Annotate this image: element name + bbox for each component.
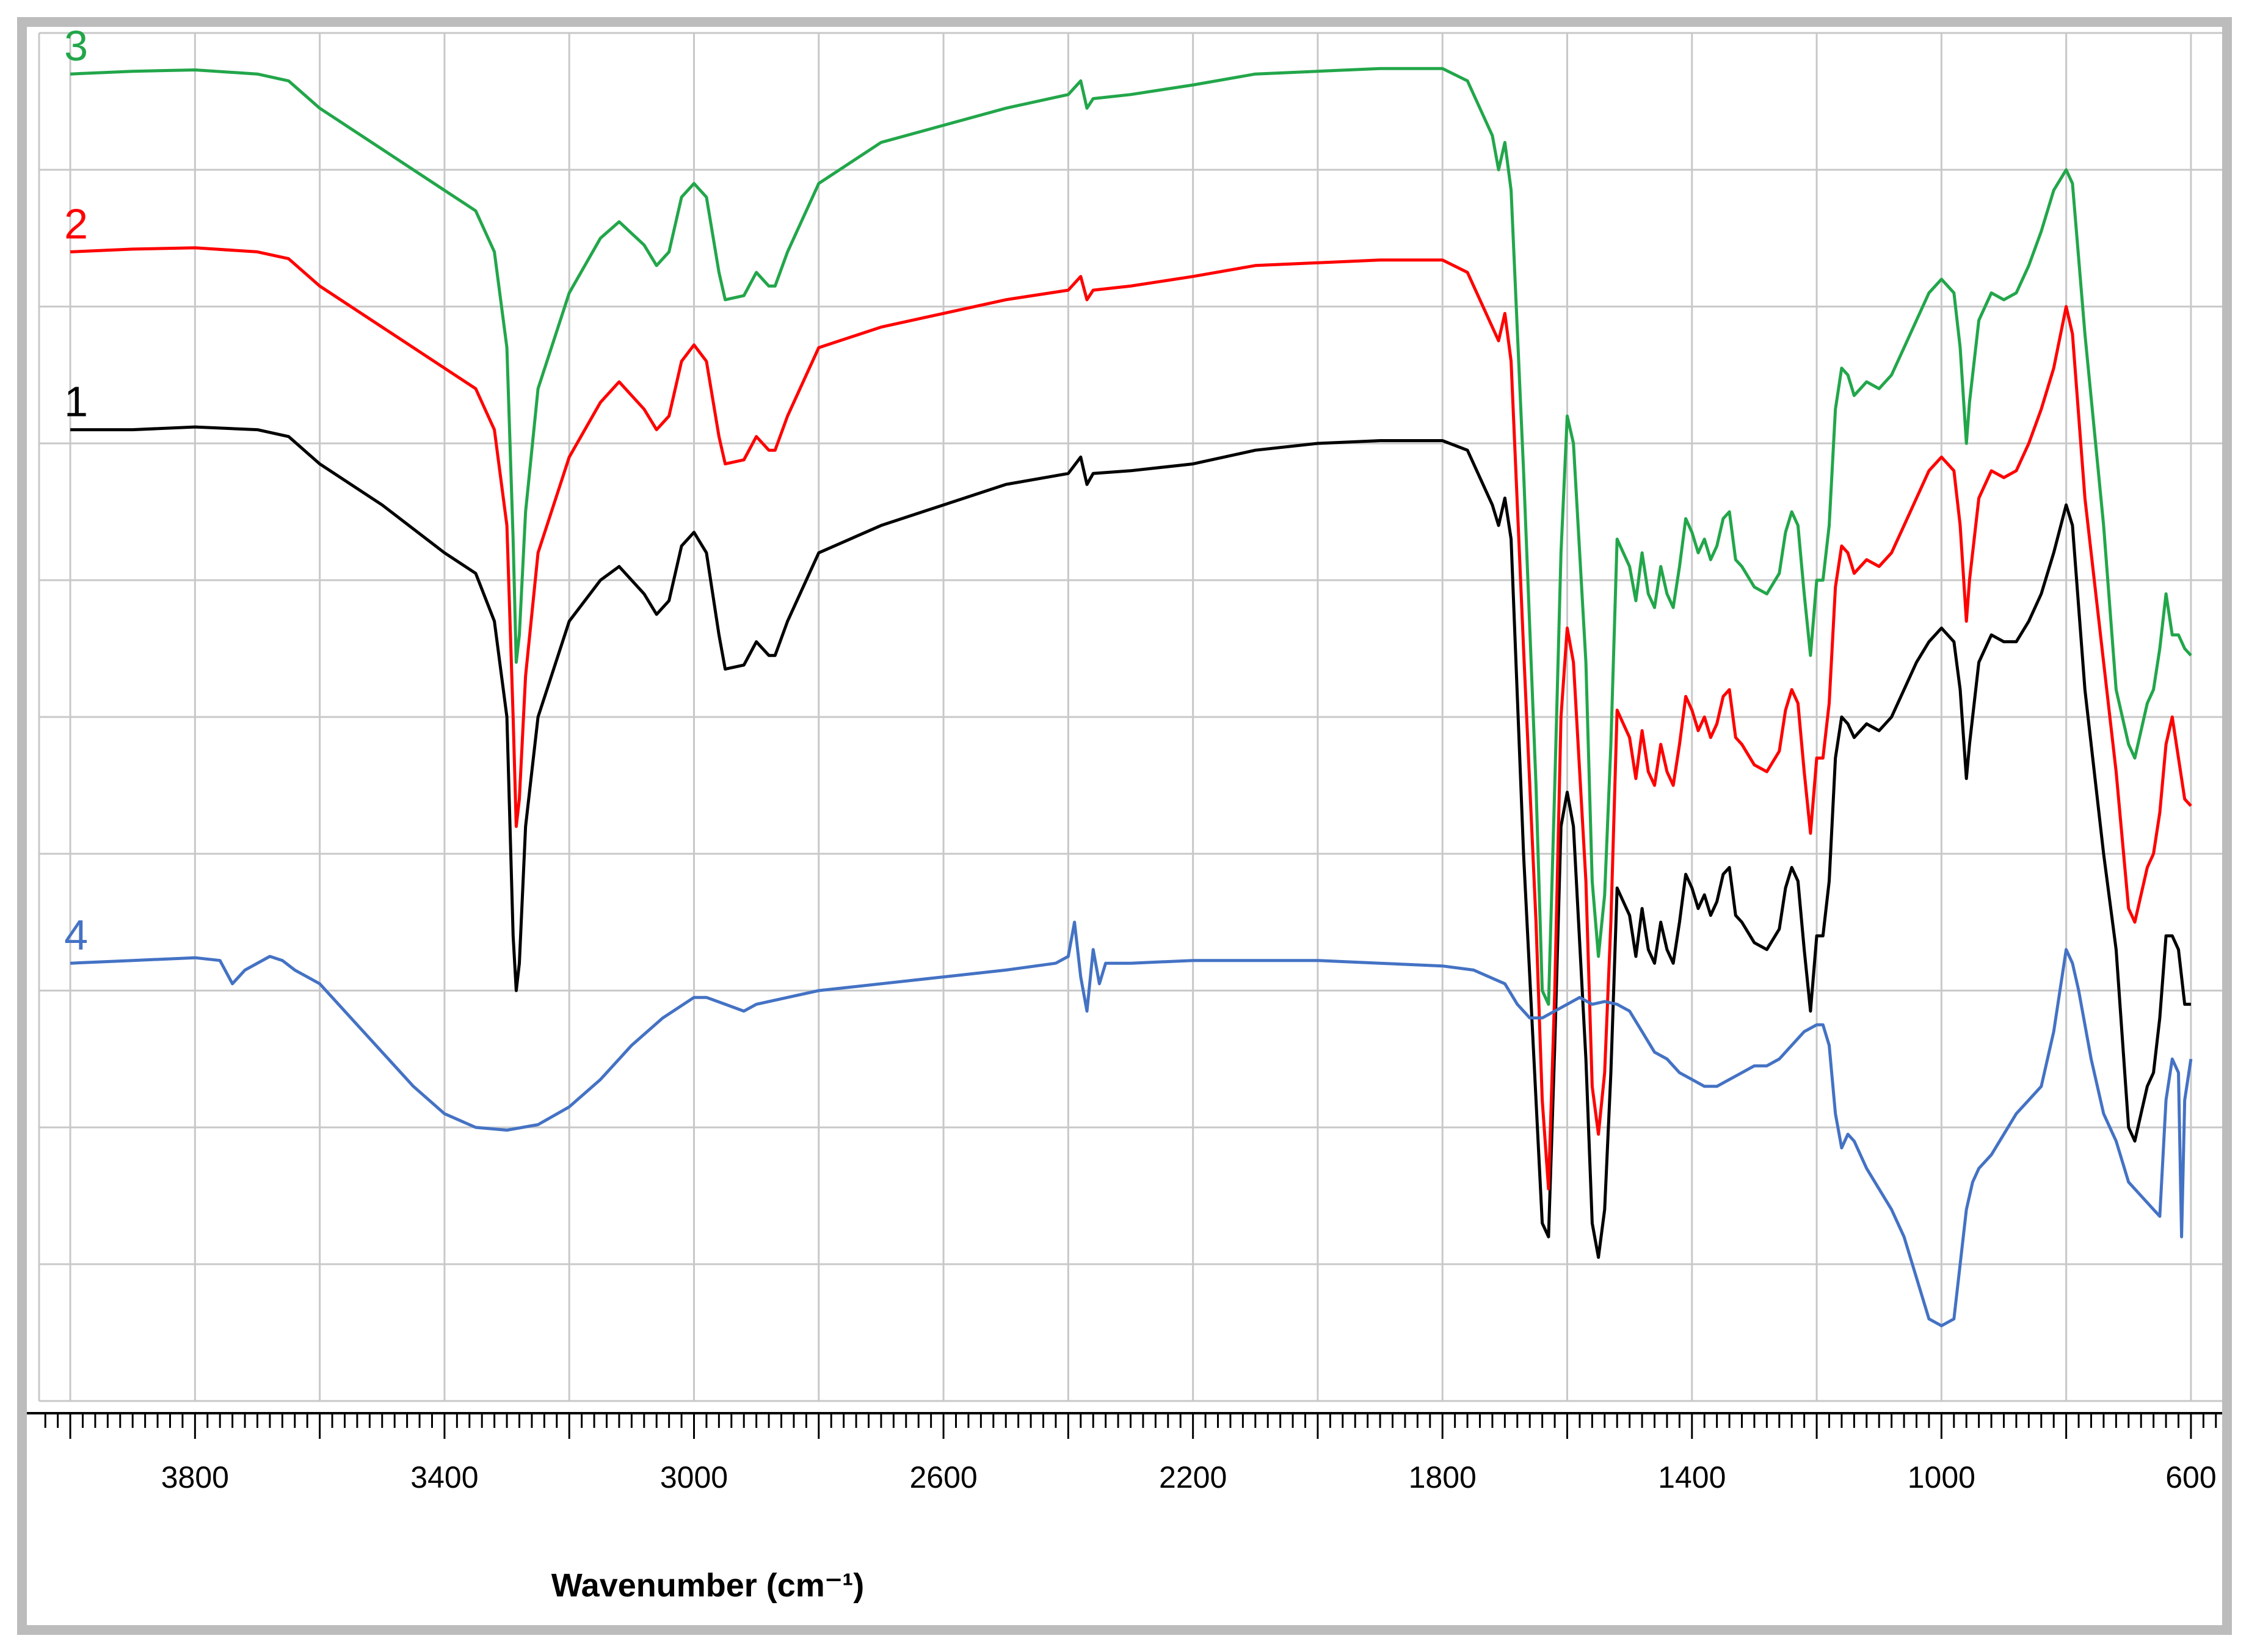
x-tick-labels: 3800 3400 3000 2600 2200 1800 1400 1000 600 [161, 1460, 2217, 1494]
series-line-1 [70, 425, 2191, 1259]
ir-spectrum-chart: 1 2 3 4 3800 3400 3000 2600 2200 1800 1400 1000 600… [27, 27, 2222, 1604]
x-tick-label: 3400 [410, 1460, 478, 1494]
series-line-4 [70, 920, 2193, 1328]
x-tick-label: 1800 [1409, 1460, 1477, 1494]
series-labels: 1 2 3 4 [64, 27, 88, 959]
series-label-2: 2 [64, 200, 88, 247]
x-axis [27, 1412, 2222, 1439]
series-line-2 [70, 246, 2192, 1191]
x-tick-label: 600 [2165, 1460, 2216, 1494]
series-label-3: 3 [64, 27, 88, 70]
x-tick-label: 2200 [1159, 1460, 1227, 1494]
x-tick-label: 1000 [1908, 1460, 1975, 1494]
x-tick-label: 3800 [161, 1460, 229, 1494]
series-line-3 [70, 67, 2192, 1006]
x-axis-title: Wavenumber (cm⁻¹) [551, 1567, 865, 1604]
x-tick-label: 1400 [1658, 1460, 1726, 1494]
series-label-4: 4 [64, 911, 88, 959]
chart-frame: 1 2 3 4 3800 3400 3000 2600 2200 1800 1400 1000 600… [17, 17, 2232, 1635]
series-lines [70, 67, 2193, 1328]
x-tick-label: 3000 [660, 1460, 728, 1494]
grid [38, 32, 2222, 1402]
x-tick-label: 2600 [909, 1460, 977, 1494]
series-label-1: 1 [64, 378, 88, 426]
